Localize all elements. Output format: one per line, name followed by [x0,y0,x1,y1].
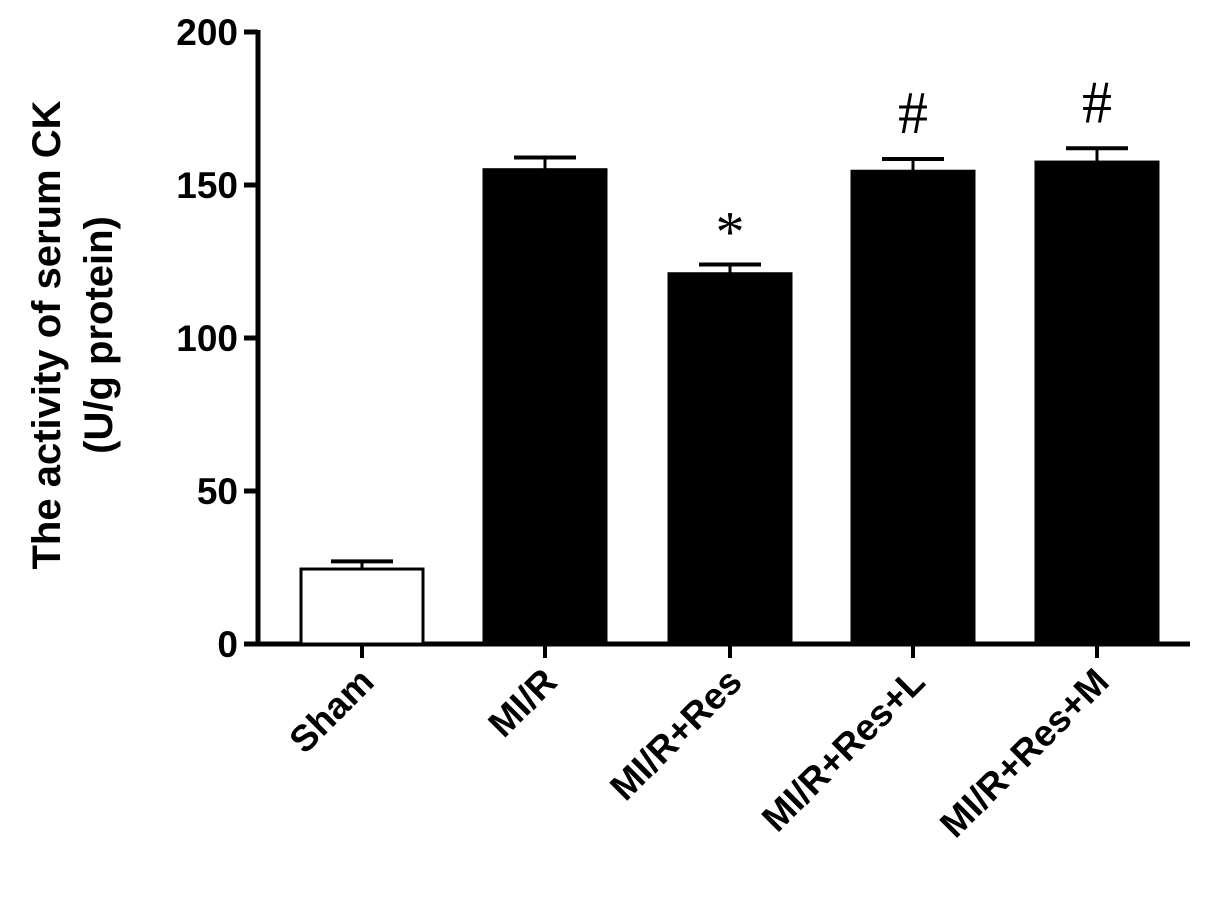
y-tick-label: 100 [176,318,238,359]
bar [850,169,976,646]
y-tick-label: 0 [217,624,238,665]
x-tick-label: MI/R+Res [602,661,749,808]
x-tick-label: Sham [281,661,381,761]
significance-marker: # [1082,69,1112,135]
bar [299,567,425,646]
y-axis-label: The activity of serum CK [25,100,69,569]
x-tick-label: MI/R+Res+M [932,661,1117,846]
y-tick-label: 150 [176,165,238,206]
y-axis-label: (U/g protein) [77,216,121,454]
bar [1034,160,1160,646]
y-tick-label: 200 [176,12,238,53]
bar [482,168,608,646]
y-tick-label: 50 [197,471,238,512]
x-tick-label: MI/R+Res+L [754,661,933,840]
bar [667,272,793,646]
x-tick-label: MI/R [480,661,564,745]
significance-marker: # [898,80,928,146]
significance-marker: * [716,200,745,265]
